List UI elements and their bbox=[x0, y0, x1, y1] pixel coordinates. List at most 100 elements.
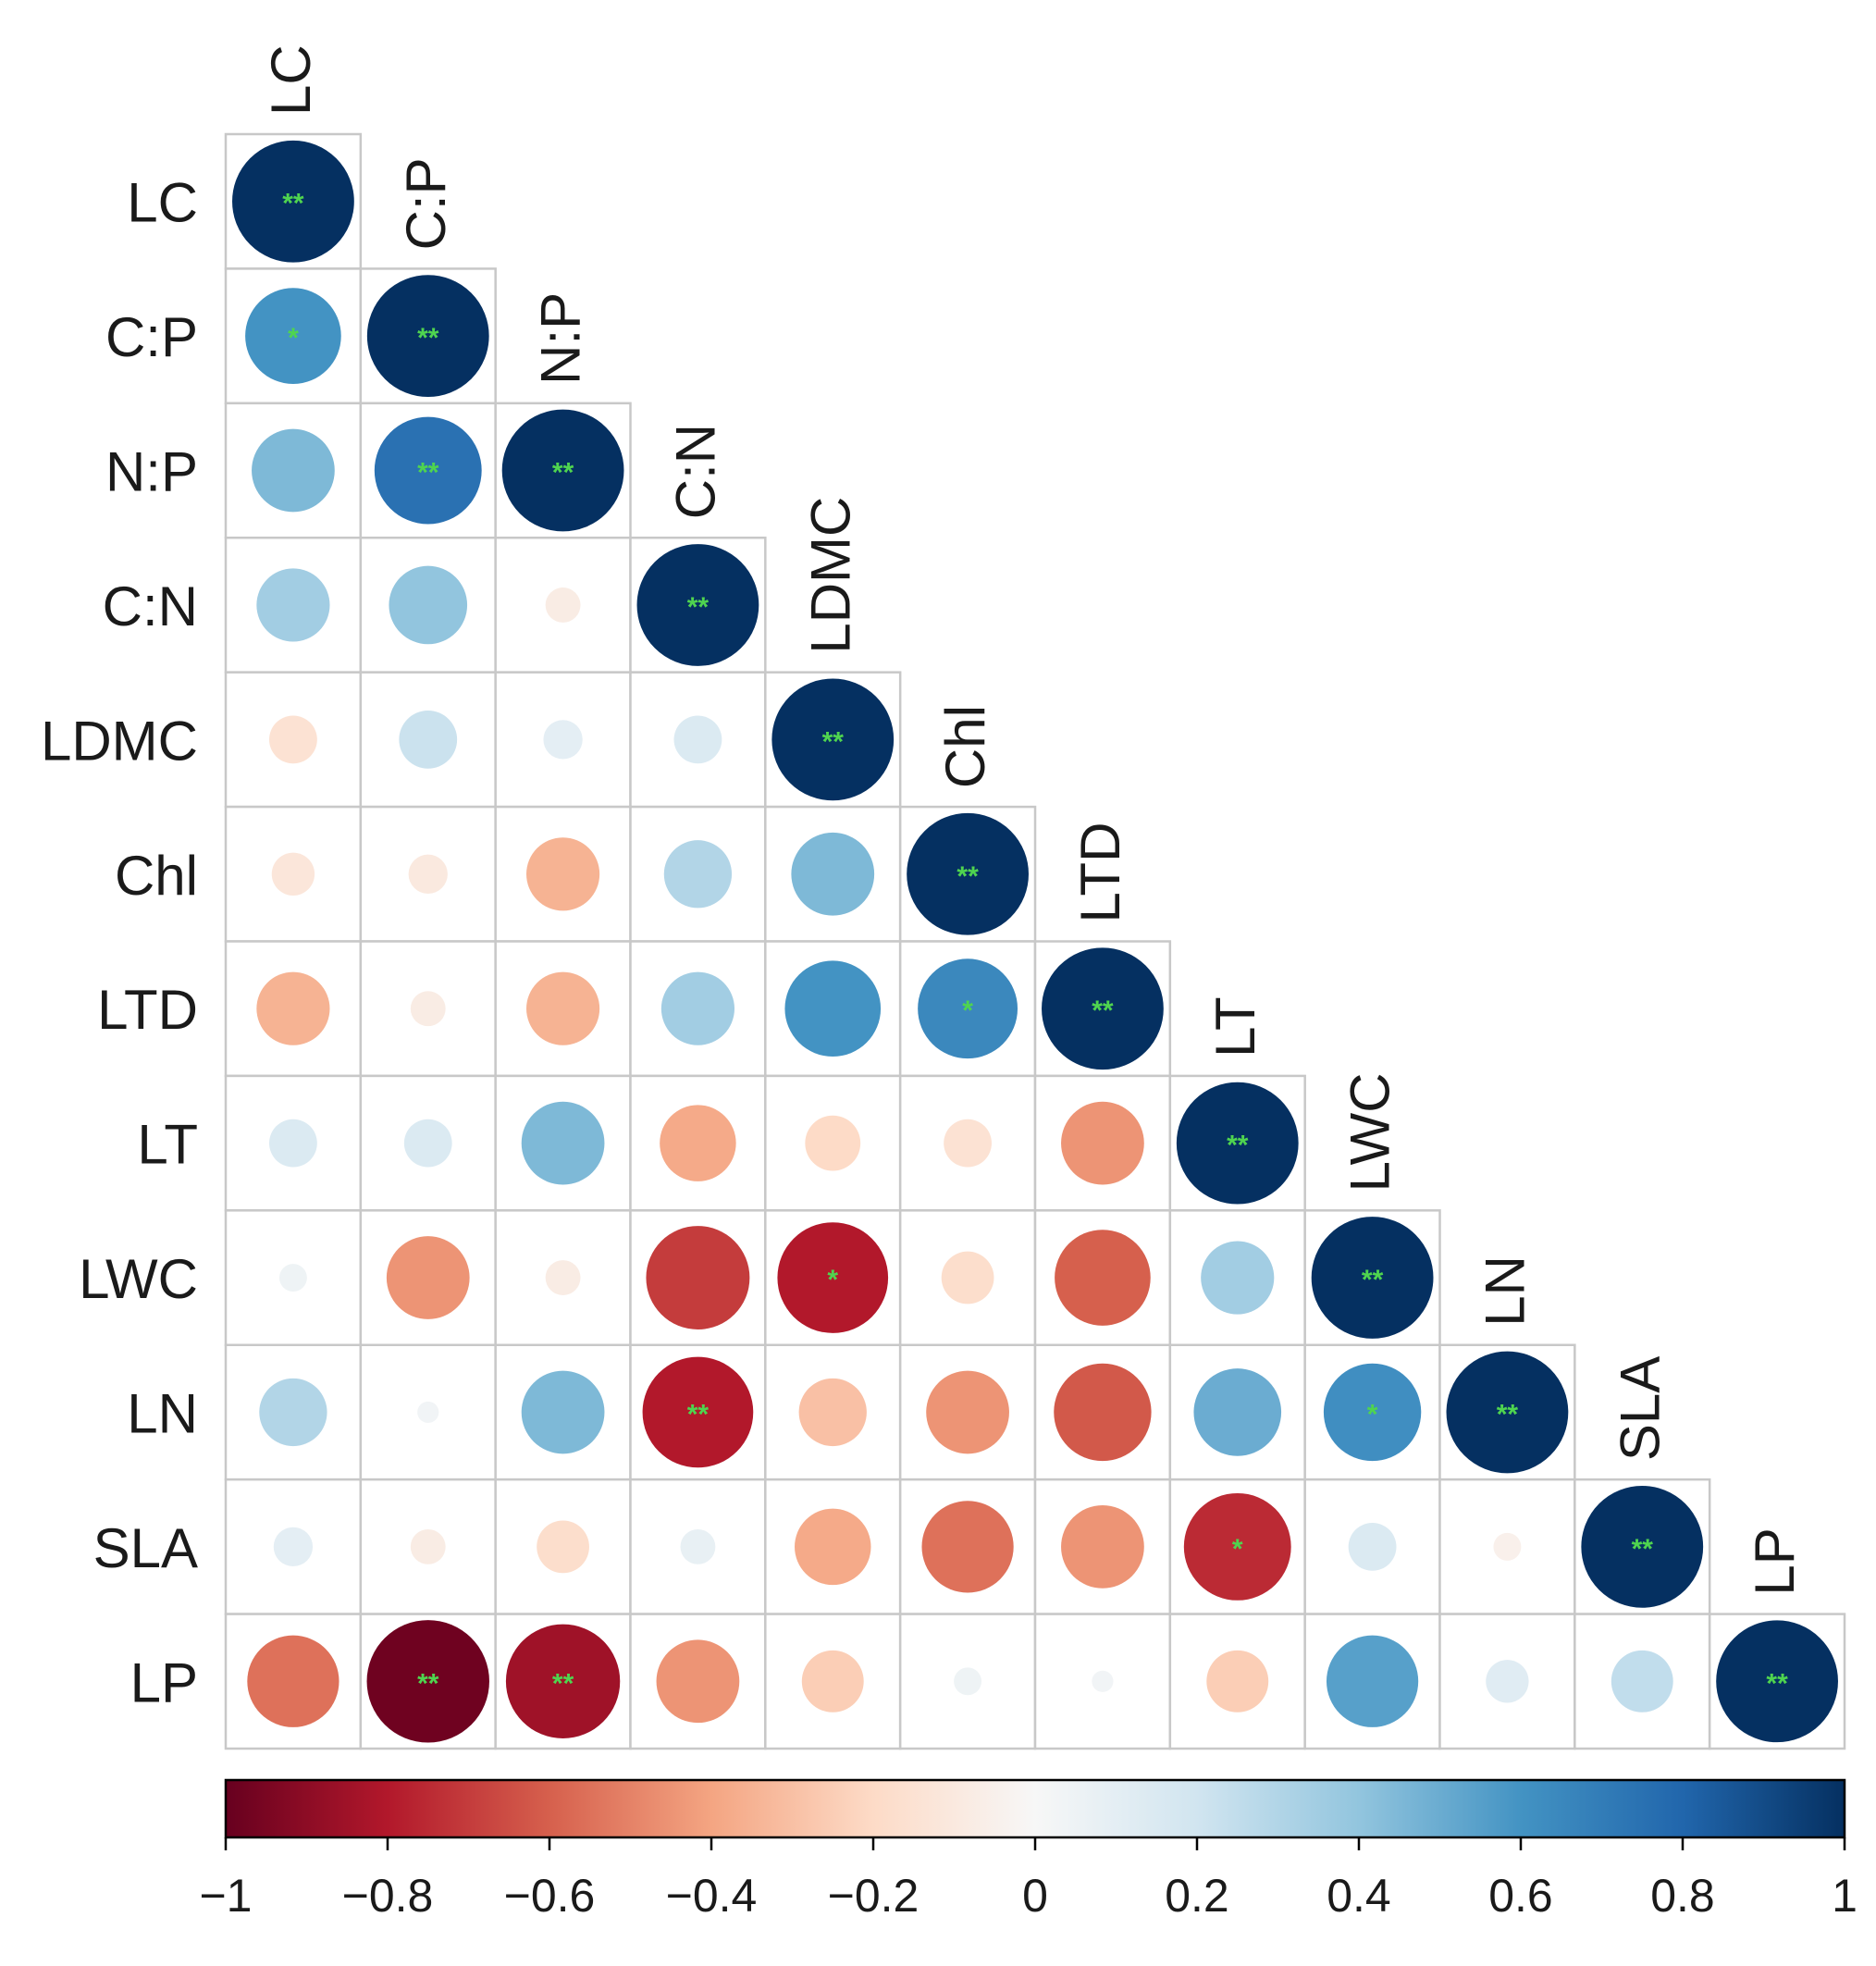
colorbar-tick-label: 0 bbox=[1022, 1870, 1048, 1922]
corr-circle-Chl-LC bbox=[271, 852, 315, 896]
corr-circle-Chl-C:P bbox=[408, 854, 448, 894]
corr-circle-SLA-N:P bbox=[537, 1520, 589, 1574]
corr-circle-LP-LP bbox=[1714, 1618, 1840, 1745]
significance-marker: ** bbox=[1766, 1668, 1788, 1699]
significance-marker: * bbox=[1232, 1534, 1243, 1564]
corr-circle-LN-LDMC bbox=[798, 1378, 867, 1447]
col-label-LDMC: LDMC bbox=[799, 497, 861, 654]
significance-marker: ** bbox=[1362, 1265, 1384, 1295]
corr-circle-SLA-C:N bbox=[680, 1528, 716, 1564]
cell-N:P-LC bbox=[224, 402, 363, 539]
row-label-LC: LC bbox=[127, 172, 198, 234]
col-label-LWC: LWC bbox=[1339, 1072, 1401, 1192]
corr-circle-Chl-Chl bbox=[905, 810, 1031, 937]
row-label-LTD: LTD bbox=[97, 979, 198, 1041]
colorbar-ticks: −1 −0.8 −0.6 −0.4 −0.2 0 0.2 0.4 0.6 0.8 1 bbox=[199, 1837, 1857, 1922]
col-label-SLA: SLA bbox=[1609, 1356, 1671, 1461]
colorbar-tick-label: 0.6 bbox=[1488, 1870, 1553, 1922]
significance-marker: ** bbox=[417, 458, 439, 488]
corr-circle-LP-C:N bbox=[656, 1639, 740, 1724]
row-labels: LC C:P N:P C:N LDMC Chl LTD LT LWC LN SLA LP bbox=[41, 172, 198, 1714]
row-label-N:P: N:P bbox=[105, 441, 198, 503]
corr-circle-LDMC-C:N bbox=[673, 715, 722, 764]
corr-circle-LN-LN bbox=[1444, 1349, 1571, 1476]
significance-marker: * bbox=[1367, 1399, 1378, 1429]
corr-circle-LN-LTD bbox=[1054, 1363, 1152, 1462]
colorbar-tick-label: −0.6 bbox=[504, 1870, 596, 1922]
corr-circle-LTD-N:P bbox=[526, 971, 600, 1045]
significance-marker: ** bbox=[417, 323, 439, 353]
row-label-LWC: LWC bbox=[79, 1248, 198, 1310]
corr-circle-SLA-SLA bbox=[1579, 1483, 1706, 1610]
corr-circle-LT-LC bbox=[269, 1119, 317, 1168]
corr-circle-SLA-LN bbox=[1493, 1532, 1522, 1561]
row-label-Chl: Chl bbox=[115, 845, 198, 907]
significance-marker: ** bbox=[417, 1668, 439, 1699]
significance-marker: * bbox=[827, 1265, 838, 1295]
col-label-C:N: C:N bbox=[664, 424, 726, 519]
corr-circle-LP-LDMC bbox=[801, 1650, 864, 1713]
column-labels: LC C:P N:P C:N LDMC Chl LTD LT LWC LN SLA LP bbox=[260, 44, 1806, 1595]
corr-circle-LTD-LC bbox=[256, 971, 330, 1045]
corr-circle-LP-LTD bbox=[1092, 1670, 1114, 1692]
corr-circle-LP-SLA bbox=[1611, 1650, 1673, 1713]
corr-circle-Chl-N:P bbox=[526, 837, 600, 911]
significance-marker: ** bbox=[957, 861, 979, 892]
colorbar-tick-label: −1 bbox=[199, 1870, 252, 1922]
row-label-C:P: C:P bbox=[105, 306, 198, 368]
significance-marker: ** bbox=[552, 1668, 574, 1699]
colorbar-tick-label: −0.2 bbox=[828, 1870, 919, 1922]
significance-marker: ** bbox=[552, 458, 574, 488]
significance-marker: ** bbox=[1227, 1131, 1249, 1161]
corr-circle-LWC-LDMC bbox=[777, 1222, 889, 1333]
corr-circle-N:P-C:P bbox=[374, 416, 482, 525]
colorbar: −1 −0.8 −0.6 −0.4 −0.2 0 0.2 0.4 0.6 0.8 1 bbox=[199, 1778, 1857, 1922]
corr-circle-LP-LT bbox=[1206, 1650, 1269, 1713]
colorbar-tick-label: −0.4 bbox=[666, 1870, 758, 1922]
corr-circle-LDMC-LDMC bbox=[770, 676, 896, 803]
corr-circle-LWC-Chl bbox=[941, 1251, 994, 1304]
significance-marker: ** bbox=[1632, 1534, 1654, 1564]
significance-marker: * bbox=[288, 323, 299, 353]
corr-circle-SLA-LWC bbox=[1348, 1522, 1397, 1571]
col-label-LC: LC bbox=[260, 44, 322, 116]
corr-circle-SLA-Chl bbox=[921, 1501, 1014, 1593]
corr-circle-LDMC-LC bbox=[269, 715, 317, 764]
col-label-LT: LT bbox=[1204, 996, 1266, 1057]
row-label-LT: LT bbox=[137, 1114, 198, 1176]
col-label-C:P: C:P bbox=[395, 157, 457, 250]
col-label-LP: LP bbox=[1744, 1527, 1806, 1595]
row-label-SLA: SLA bbox=[93, 1517, 198, 1579]
corr-circle-SLA-LTD bbox=[1061, 1505, 1144, 1589]
corr-circle-LN-C:P bbox=[417, 1401, 439, 1424]
corr-circle-LP-N:P bbox=[505, 1624, 621, 1738]
corr-circle-LDMC-C:P bbox=[399, 711, 458, 769]
col-label-LN: LN bbox=[1474, 1255, 1536, 1327]
corr-circle-LN-LC bbox=[259, 1378, 327, 1447]
colorbar-tick-label: −0.8 bbox=[342, 1870, 434, 1922]
corr-circle-LN-LWC bbox=[1323, 1363, 1422, 1462]
corr-circle-LWC-LT bbox=[1201, 1241, 1275, 1315]
col-label-LTD: LTD bbox=[1069, 822, 1131, 923]
colorbar-tick-label: 0.4 bbox=[1327, 1870, 1391, 1922]
corr-circle-LWC-C:N bbox=[646, 1226, 750, 1330]
corr-circle-LTD-C:P bbox=[410, 991, 446, 1027]
corr-circle-LWC-N:P bbox=[545, 1260, 581, 1295]
colorbar-tick-label: 0.2 bbox=[1165, 1870, 1229, 1922]
corr-circle-SLA-LC bbox=[273, 1527, 314, 1567]
corr-circle-LP-C:P bbox=[366, 1620, 489, 1743]
corr-circle-LN-N:P bbox=[521, 1370, 605, 1454]
corr-circle-LP-Chl bbox=[954, 1667, 982, 1696]
corr-circle-C:N-N:P bbox=[545, 587, 581, 623]
corr-circle-LWC-C:P bbox=[386, 1236, 470, 1319]
corr-circle-C:N-LC bbox=[256, 568, 330, 642]
corr-circle-N:P-LC bbox=[252, 428, 335, 513]
corr-circle-C:P-C:P bbox=[364, 273, 491, 400]
corr-circle-LT-LDMC bbox=[805, 1115, 861, 1171]
corr-circle-LC-LC bbox=[230, 138, 356, 265]
row-label-LN: LN bbox=[127, 1382, 198, 1444]
col-label-Chl: Chl bbox=[934, 705, 996, 788]
corr-circle-C:N-C:P bbox=[389, 565, 468, 645]
